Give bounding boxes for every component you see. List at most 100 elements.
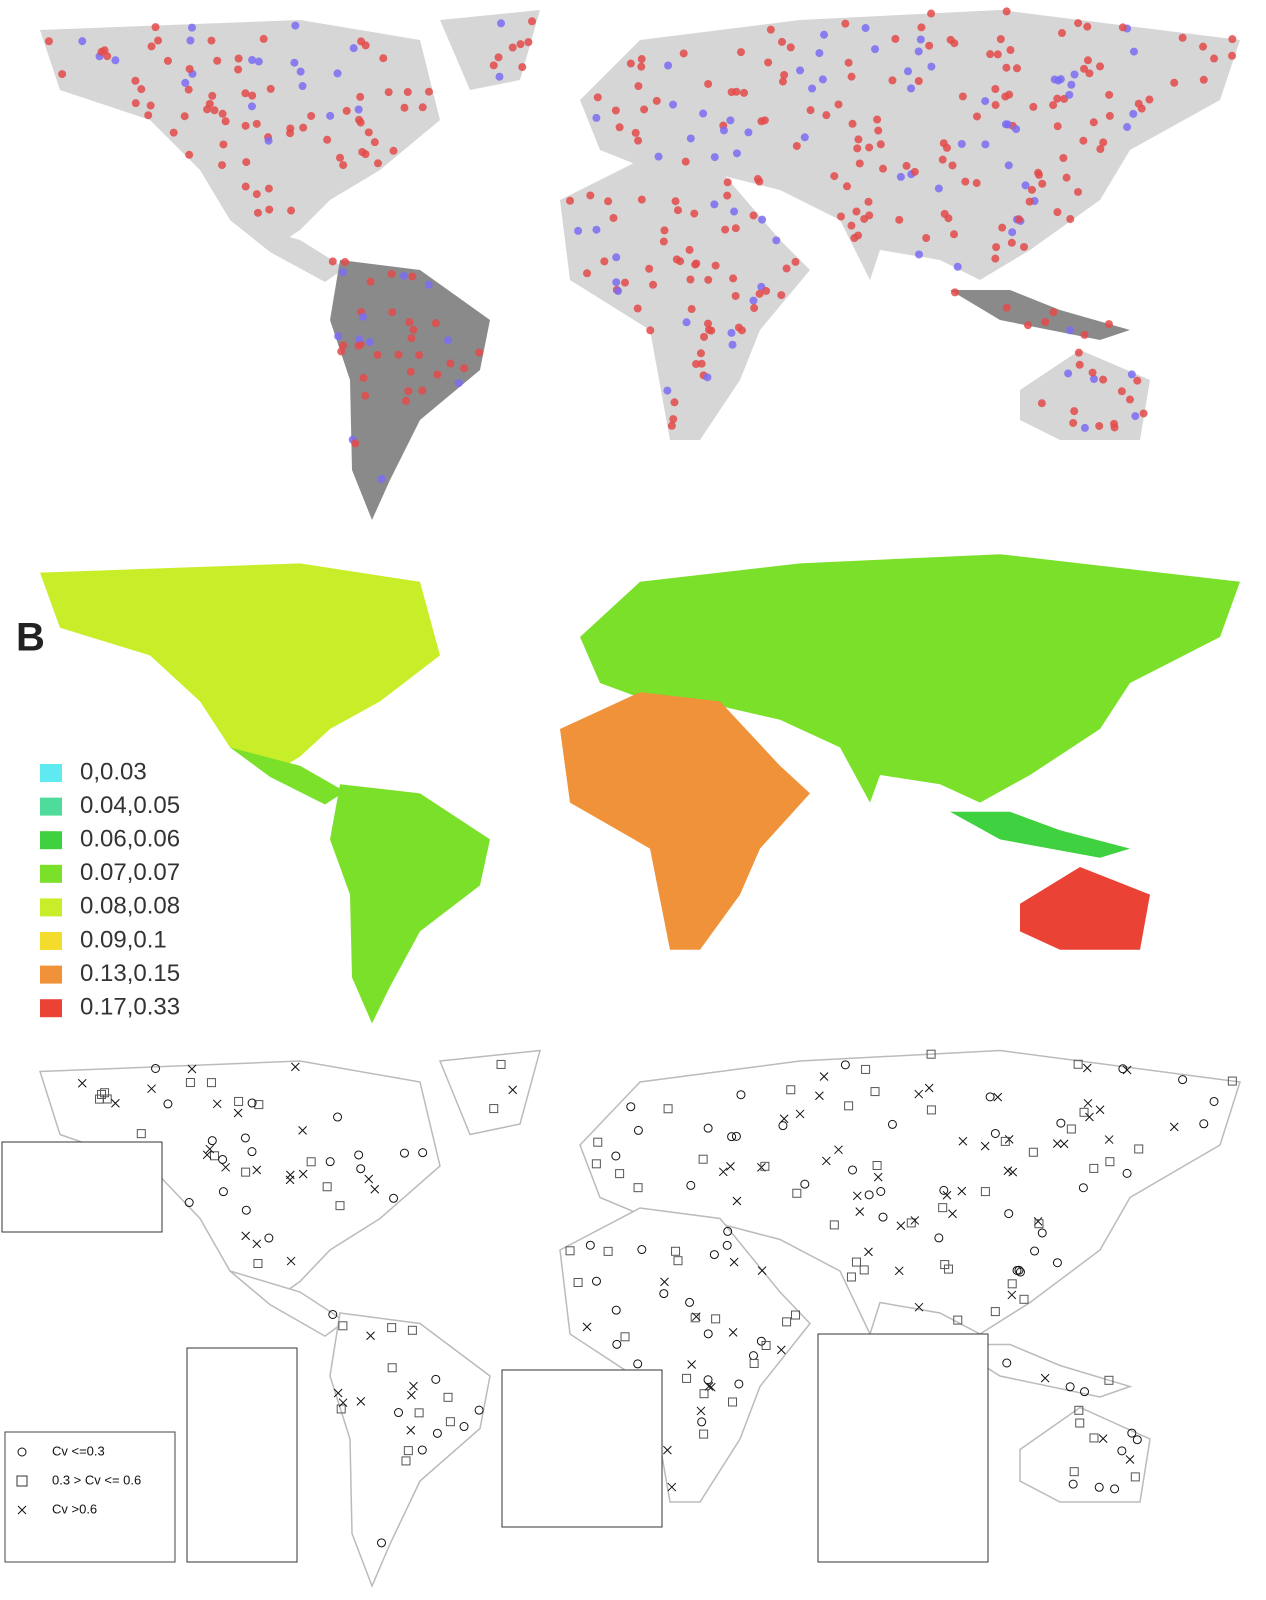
site-marker [1125,1455,1135,1464]
site-marker [1052,1139,1062,1148]
site-dot [874,126,883,135]
site-dot [749,296,758,305]
site-dot [489,61,498,70]
site-dot [1008,228,1017,237]
site-marker [637,1245,647,1255]
site-dot [248,56,257,65]
site-marker [1089,1163,1099,1173]
site-marker [364,1174,374,1184]
site-dot [729,274,738,283]
legend-swatch [40,831,62,850]
site-marker [728,1397,738,1407]
site-marker [399,1148,409,1158]
site-marker [660,1277,669,1287]
site-dot [755,289,764,298]
site-marker [573,1277,583,1287]
site-dot [341,258,350,267]
site-dot [645,264,654,273]
site-dot [1095,421,1104,430]
site-marker [1007,1279,1017,1289]
site-dot [652,96,661,105]
site-dot [972,112,981,121]
site-marker [100,1088,110,1098]
site-marker [1037,1228,1047,1238]
site-dot [1083,56,1092,65]
site-dot [1199,75,1208,84]
site-dot [387,269,396,278]
site-dot [454,378,463,387]
site-dot [723,178,732,187]
site-marker [202,1150,212,1160]
site-dot [1074,348,1083,357]
legend-label: 0.04,0.05 [80,792,180,819]
site-dot [1083,22,1092,31]
site-marker [1068,1479,1078,1489]
site-dot [1089,118,1098,127]
site-marker [1003,1166,1013,1176]
legend-swatch [40,864,62,883]
site-dot [338,268,347,277]
site-marker [1118,1064,1128,1074]
site-marker [414,1408,424,1418]
site-dot [131,76,140,85]
site-marker [872,1160,882,1170]
site-dot [111,56,120,65]
site-dot [169,128,178,137]
site-dot [703,373,712,382]
site-marker [443,1392,453,1402]
site-dot [855,159,864,168]
site-dot [361,41,370,50]
site-dot [241,182,250,191]
site-dot [721,225,730,234]
site-dot [853,144,862,153]
site-marker [409,1381,418,1391]
site-dot [583,269,592,278]
site-dot [254,57,263,66]
site-dot [415,351,424,360]
legend-swatch [40,764,62,782]
landmass [950,811,1130,858]
site-marker [206,1078,216,1088]
panel-b [40,554,1240,1024]
site-dot [612,278,621,287]
site-marker [611,1151,621,1161]
site-marker [218,1187,228,1197]
site-dot [1012,125,1021,134]
site-dot [58,70,67,79]
site-dot [1053,208,1062,217]
site-marker [687,1360,696,1369]
site-dot [359,373,368,382]
site-dot [685,245,694,254]
site-dot [600,257,609,266]
site-dot [296,67,305,76]
site-marker [151,1063,161,1073]
site-dot [1228,35,1237,44]
site-marker [704,1382,714,1391]
site-dot [972,179,981,188]
site-dot [634,82,643,91]
site-dot [103,52,112,61]
site-marker [914,1089,924,1099]
site-marker [690,1313,700,1323]
site-dot [1020,242,1029,251]
site-dot [664,61,673,70]
site-marker [958,1136,968,1146]
site-marker [585,1240,595,1250]
site-marker [234,1096,244,1106]
landmass [40,20,440,250]
site-dot [848,119,857,128]
site-dot [844,58,853,67]
site-dot [1021,181,1030,190]
site-dot [669,415,678,424]
site-dot [614,287,623,296]
site-dot [1210,54,1219,63]
site-dot [744,128,753,137]
site-dot [1178,33,1187,42]
site-marker [1002,1358,1012,1368]
site-marker [859,1265,869,1275]
site-marker [698,1154,708,1164]
site-dot [1129,47,1138,56]
site-dot [592,225,601,234]
site-marker [1028,1147,1038,1157]
site-dot [948,161,957,170]
